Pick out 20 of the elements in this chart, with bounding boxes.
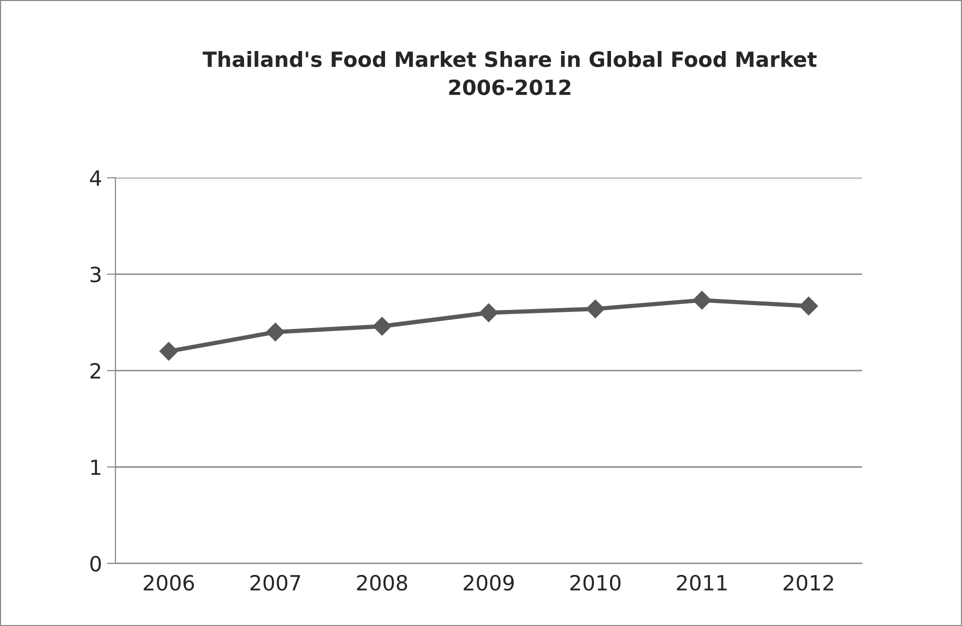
y-tick-label: 2 <box>90 363 100 379</box>
y-tick-label: 3 <box>90 266 101 282</box>
x-tick-label: 2007 <box>250 574 300 591</box>
y-tick-label: 0 <box>90 556 101 572</box>
point <box>479 303 498 322</box>
x-tick-label: 2006 <box>144 574 194 591</box>
point <box>266 322 285 342</box>
x-tick-label: 2009 <box>464 574 514 591</box>
chart-title: Thailand's Food Market Share in Global Food Market 2006-2012 <box>202 51 817 96</box>
x-tick-label: 2008 <box>357 574 408 591</box>
point <box>692 290 712 310</box>
point <box>799 296 818 316</box>
x-tick-label: 2010 <box>570 574 620 591</box>
x-tick-label: 2012 <box>784 574 834 591</box>
y-tick-label: 1 <box>91 460 100 475</box>
point <box>372 316 392 336</box>
y-tick-label: 4 <box>90 170 102 186</box>
point <box>159 342 178 361</box>
x-tick-label: 2011 <box>677 574 727 591</box>
point <box>586 300 605 318</box>
